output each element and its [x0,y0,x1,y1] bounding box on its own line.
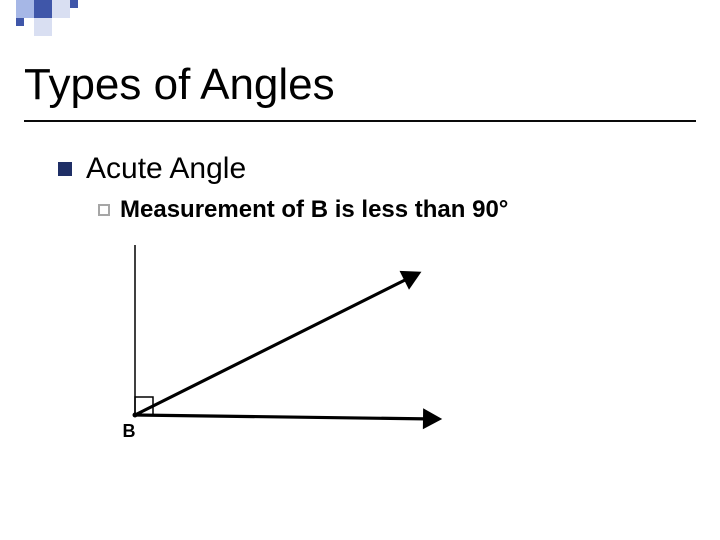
bullet2-text: Measurement of B is less than 90° [120,196,508,224]
deco-square [16,0,34,18]
deco-square [16,18,24,26]
bullet-level2: Measurement of B is less than 90° [98,196,508,224]
deco-square [34,18,52,36]
bullet1-marker [58,162,72,176]
deco-square [34,0,52,18]
deco-square [70,0,78,8]
bullet2-marker [98,204,110,216]
angle-figure: B [105,235,465,445]
vertex-label: B [123,421,136,441]
title-underline [24,120,696,122]
bullet1-text: Acute Angle [86,152,246,186]
deco-square [52,0,70,18]
angle-svg: B [105,235,465,445]
page-title: Types of Angles [24,60,335,110]
bullet-level1: Acute Angle [58,152,246,186]
